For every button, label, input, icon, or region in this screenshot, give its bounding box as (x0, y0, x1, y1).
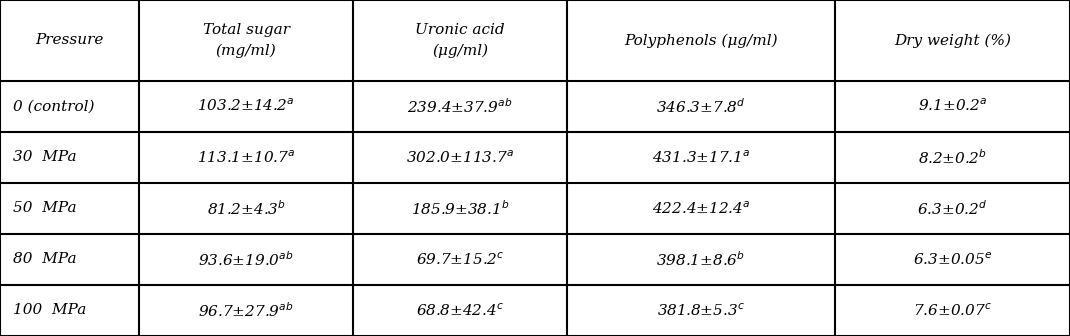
Text: 6.3±0.05$^{e}$: 6.3±0.05$^{e}$ (913, 251, 992, 268)
Text: 185.9±38.1$^{b}$: 185.9±38.1$^{b}$ (411, 199, 509, 218)
Text: 6.3±0.2$^{d}$: 6.3±0.2$^{d}$ (917, 199, 988, 218)
Text: 7.6±0.07$^{c}$: 7.6±0.07$^{c}$ (913, 302, 992, 319)
Text: 100  MPa: 100 MPa (13, 303, 87, 318)
Text: Pressure: Pressure (35, 33, 104, 47)
Text: 96.7±27.9$^{ab}$: 96.7±27.9$^{ab}$ (198, 301, 294, 320)
Text: 9.1±0.2$^{a}$: 9.1±0.2$^{a}$ (918, 98, 987, 115)
Text: 68.8±42.4$^{c}$: 68.8±42.4$^{c}$ (416, 302, 504, 319)
Text: 69.7±15.2$^{c}$: 69.7±15.2$^{c}$ (416, 251, 504, 268)
Text: Total sugar
(mg/ml): Total sugar (mg/ml) (202, 23, 290, 58)
Text: 302.0±113.7$^{a}$: 302.0±113.7$^{a}$ (407, 149, 514, 166)
Text: 8.2±0.2$^{b}$: 8.2±0.2$^{b}$ (918, 148, 987, 167)
Text: 398.1±8.6$^{b}$: 398.1±8.6$^{b}$ (656, 250, 746, 269)
Text: Polyphenols (μg/ml): Polyphenols (μg/ml) (624, 33, 778, 47)
Text: 0 (control): 0 (control) (13, 99, 94, 113)
Text: 81.2±4.3$^{b}$: 81.2±4.3$^{b}$ (207, 199, 286, 218)
Text: 103.2±14.2$^{a}$: 103.2±14.2$^{a}$ (197, 98, 295, 115)
Text: Uronic acid
(μg/ml): Uronic acid (μg/ml) (415, 23, 505, 58)
Text: 422.4±12.4$^{a}$: 422.4±12.4$^{a}$ (652, 200, 750, 217)
Text: 381.8±5.3$^{c}$: 381.8±5.3$^{c}$ (657, 302, 745, 319)
Text: 431.3±17.1$^{a}$: 431.3±17.1$^{a}$ (652, 149, 750, 166)
Text: 93.6±19.0$^{ab}$: 93.6±19.0$^{ab}$ (198, 250, 294, 269)
Text: 346.3±7.8$^{d}$: 346.3±7.8$^{d}$ (656, 97, 746, 116)
Text: 50  MPa: 50 MPa (13, 201, 76, 215)
Text: 113.1±10.7$^{a}$: 113.1±10.7$^{a}$ (197, 149, 295, 166)
Text: Dry weight (%): Dry weight (%) (893, 33, 1011, 47)
Text: 30  MPa: 30 MPa (13, 150, 76, 164)
Text: 239.4±37.9$^{ab}$: 239.4±37.9$^{ab}$ (408, 97, 513, 116)
Text: 80  MPa: 80 MPa (13, 252, 76, 266)
